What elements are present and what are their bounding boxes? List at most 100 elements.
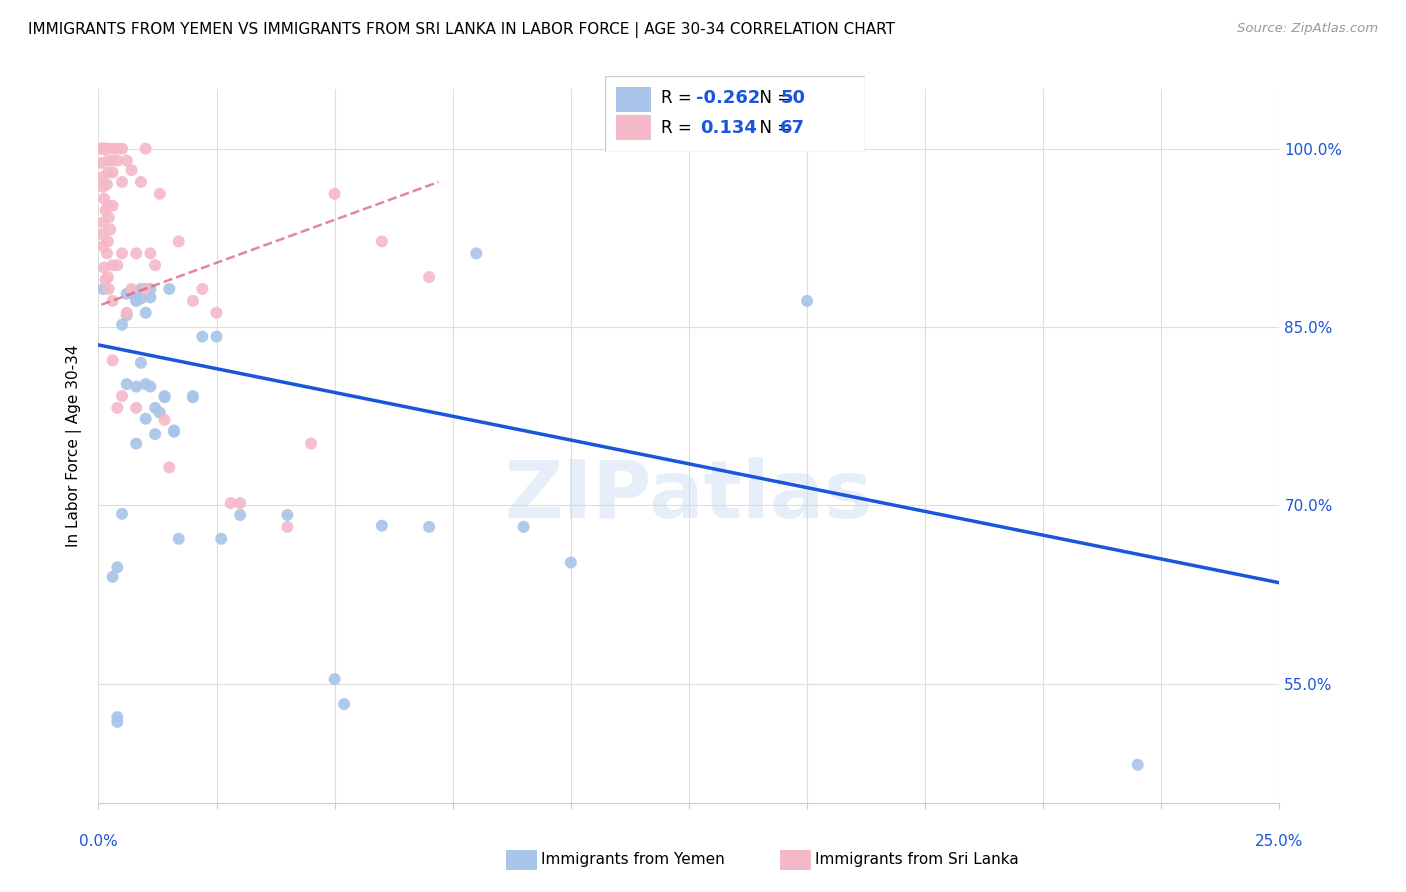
- Point: [163, 424, 186, 438]
- Point: [94, 142, 117, 156]
- Point: [121, 285, 143, 300]
- Point: [129, 175, 152, 189]
- Point: [125, 293, 148, 307]
- Y-axis label: In Labor Force | Age 30-34: In Labor Force | Age 30-34: [66, 344, 83, 548]
- Point: [97, 199, 120, 213]
- Point: [101, 153, 124, 168]
- Point: [91, 179, 114, 194]
- Point: [101, 258, 124, 272]
- Point: [105, 714, 128, 729]
- Point: [418, 270, 440, 285]
- Point: [115, 377, 138, 392]
- Point: [105, 153, 128, 168]
- Point: [91, 215, 114, 229]
- Point: [111, 142, 134, 156]
- Point: [465, 246, 488, 260]
- Point: [93, 260, 115, 275]
- Point: [276, 508, 298, 522]
- Point: [101, 293, 124, 308]
- Point: [229, 496, 252, 510]
- Point: [229, 508, 252, 522]
- FancyBboxPatch shape: [780, 850, 811, 870]
- Point: [143, 401, 166, 415]
- Text: 25.0%: 25.0%: [1256, 834, 1303, 849]
- Point: [139, 282, 162, 296]
- Point: [209, 532, 232, 546]
- Point: [135, 282, 157, 296]
- Point: [101, 142, 124, 156]
- Point: [91, 142, 114, 156]
- Point: [125, 379, 148, 393]
- Point: [135, 282, 157, 296]
- Point: [97, 235, 120, 249]
- Point: [371, 518, 394, 533]
- Text: N =: N =: [749, 89, 797, 107]
- Text: Source: ZipAtlas.com: Source: ZipAtlas.com: [1237, 22, 1378, 36]
- Point: [97, 153, 120, 168]
- Point: [94, 272, 117, 286]
- Point: [560, 556, 582, 570]
- Text: 67: 67: [780, 119, 806, 136]
- Point: [91, 239, 114, 253]
- Point: [157, 460, 180, 475]
- Point: [191, 282, 214, 296]
- Point: [143, 427, 166, 442]
- Point: [115, 306, 138, 320]
- Text: Immigrants from Yemen: Immigrants from Yemen: [541, 853, 725, 867]
- Point: [181, 390, 204, 404]
- Point: [91, 170, 114, 185]
- Point: [512, 520, 534, 534]
- Point: [93, 142, 115, 156]
- Point: [91, 142, 114, 156]
- Point: [94, 203, 117, 218]
- Text: ZIPatlas: ZIPatlas: [505, 457, 873, 535]
- Point: [167, 235, 190, 249]
- Point: [129, 292, 152, 306]
- Text: -0.262: -0.262: [696, 89, 761, 107]
- Point: [135, 377, 157, 392]
- Point: [205, 306, 228, 320]
- Point: [153, 389, 176, 403]
- Point: [115, 308, 138, 322]
- Point: [125, 293, 148, 308]
- Point: [149, 406, 172, 420]
- Point: [191, 329, 214, 343]
- Point: [143, 258, 166, 272]
- Point: [97, 282, 120, 296]
- Point: [219, 496, 242, 510]
- Point: [153, 390, 176, 404]
- Point: [129, 282, 152, 296]
- Point: [105, 710, 128, 724]
- Point: [91, 227, 114, 242]
- Point: [121, 163, 143, 178]
- Point: [101, 165, 124, 179]
- Point: [323, 672, 346, 686]
- Point: [97, 270, 120, 285]
- Point: [135, 306, 157, 320]
- Point: [276, 520, 298, 534]
- Point: [97, 165, 120, 179]
- Point: [101, 353, 124, 368]
- Point: [111, 507, 134, 521]
- Point: [121, 282, 143, 296]
- Point: [125, 436, 148, 450]
- Text: R =: R =: [661, 119, 702, 136]
- Point: [111, 175, 134, 189]
- Point: [97, 211, 120, 225]
- Point: [111, 246, 134, 260]
- Point: [167, 532, 190, 546]
- Point: [105, 258, 128, 272]
- Point: [139, 246, 162, 260]
- Point: [139, 290, 162, 304]
- Text: R =: R =: [661, 89, 697, 107]
- Point: [205, 329, 228, 343]
- Point: [153, 413, 176, 427]
- FancyBboxPatch shape: [616, 87, 651, 112]
- Point: [1126, 757, 1149, 772]
- Point: [333, 697, 356, 711]
- Point: [135, 142, 157, 156]
- Text: 50: 50: [780, 89, 806, 107]
- Point: [96, 246, 118, 260]
- Point: [181, 293, 204, 308]
- Point: [91, 282, 114, 296]
